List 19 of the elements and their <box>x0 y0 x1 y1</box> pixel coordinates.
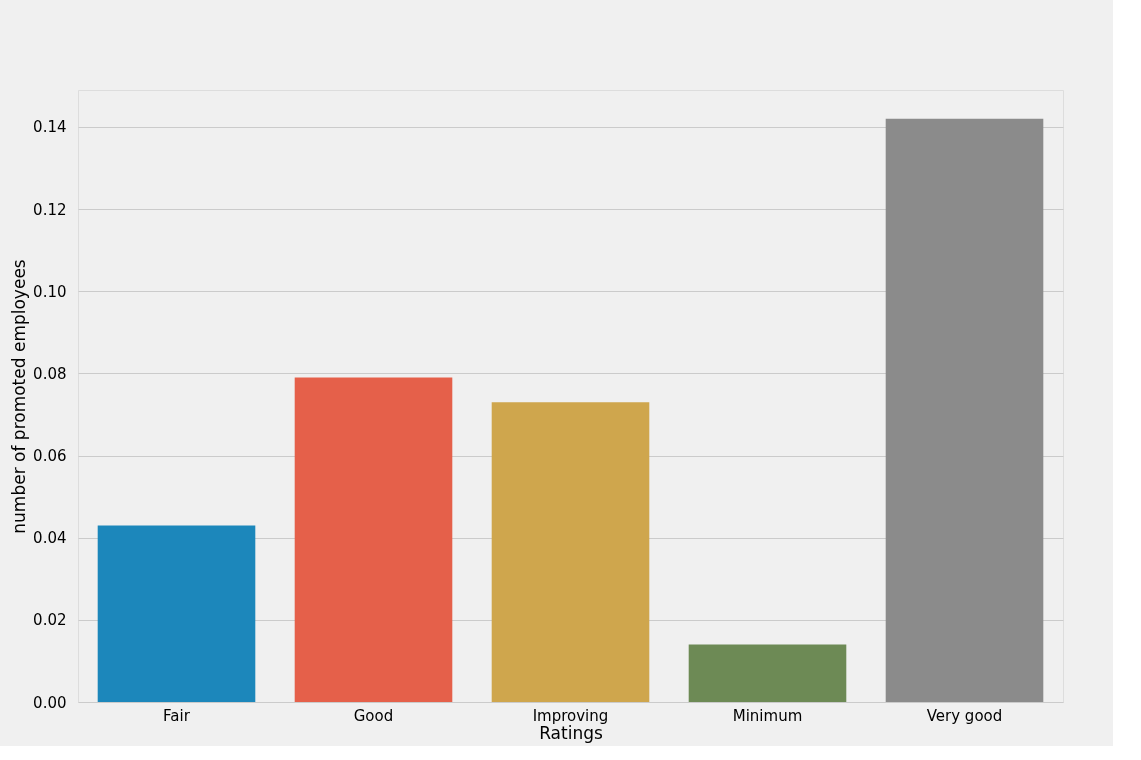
y-tick-label: 0.06 <box>33 447 67 466</box>
y-tick-label: 0.02 <box>33 611 67 630</box>
y-tick-label: 0.12 <box>33 200 67 219</box>
y-tick-label: 0.00 <box>33 693 67 712</box>
bar <box>491 402 650 702</box>
x-tick-label: Fair <box>163 706 191 725</box>
y-tick-label: 0.14 <box>33 118 67 137</box>
x-tick-label: Good <box>353 706 394 725</box>
bar <box>885 118 1044 702</box>
y-tick-label: 0.04 <box>33 529 67 548</box>
x-tick-label: Minimum <box>732 706 803 725</box>
y-axis-title: number of promoted employees <box>9 259 30 534</box>
x-tick-label: Improving <box>532 706 609 725</box>
y-tick-label: 0.08 <box>33 364 67 383</box>
bar <box>688 644 847 702</box>
x-tick-label: Very good <box>926 706 1003 725</box>
y-tick-label: 0.10 <box>33 282 67 301</box>
bar <box>97 525 256 702</box>
bar <box>294 377 453 702</box>
